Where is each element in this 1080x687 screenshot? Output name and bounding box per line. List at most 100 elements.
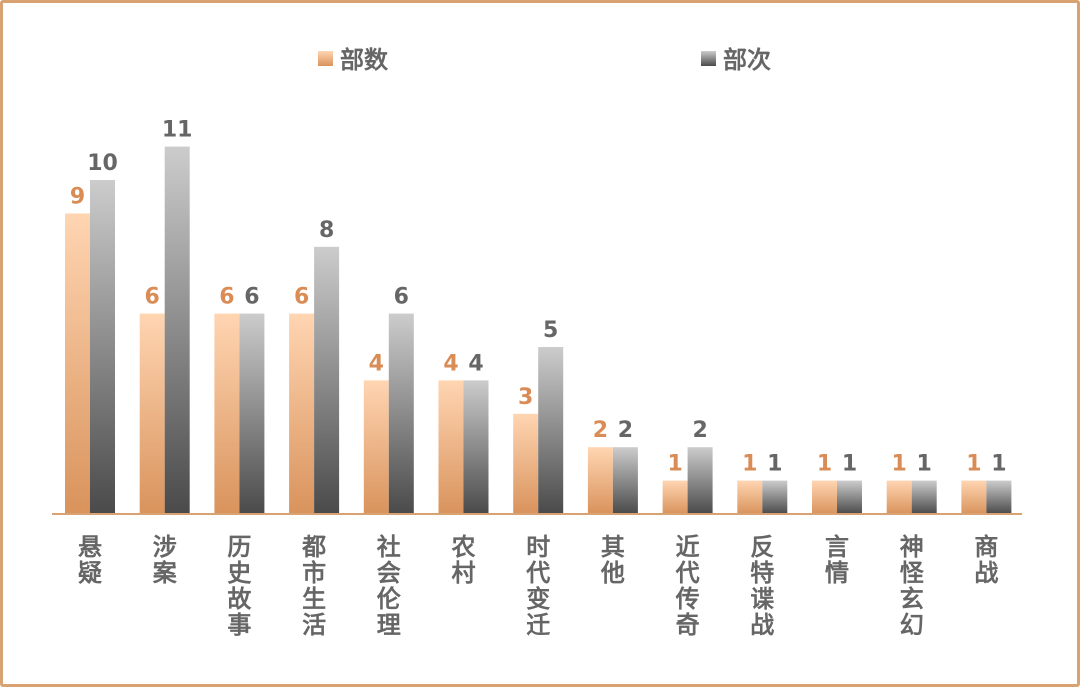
category-label-8: 近代传奇 [675,533,700,639]
category-label-2-char-0: 历 [227,533,251,561]
bar-series-a-1 [139,313,165,514]
category-label-6-char-1: 代 [525,559,550,587]
bar-series-a-5 [438,380,464,514]
category-label-7-char-0: 其 [601,533,625,561]
category-label-4-char-2: 伦 [377,585,402,613]
bar-series-b-11 [911,480,937,514]
data-label-series-b-5: 4 [468,351,483,376]
category-label-9-char-1: 特 [750,559,774,587]
category-label-3-char-0: 都 [301,533,326,561]
data-label-series-b-11: 1 [917,452,932,477]
category-label-6: 时代变迁 [525,533,550,639]
category-label-8-char-2: 传 [675,585,700,613]
category-label-4: 社会伦理 [377,533,402,639]
category-label-6-char-2: 变 [526,585,550,613]
category-label-11-char-0: 神 [900,533,924,561]
category-label-0-char-0: 悬 [78,533,102,561]
bar-series-a-7 [587,447,613,514]
data-label-series-a-7: 2 [593,418,608,443]
data-label-series-a-6: 3 [518,385,533,410]
bar-series-a-11 [886,480,912,514]
bar-series-b-2 [239,313,265,514]
legend-item-series-a: 部数 [318,46,389,74]
category-label-10-char-0: 言 [825,533,849,561]
category-label-3-char-1: 市 [302,559,326,587]
legend-item-series-b: 部次 [701,46,771,74]
bar-series-b-10 [837,480,862,514]
bars-layer [65,146,1012,515]
bar-series-a-0 [65,213,90,514]
category-label-12-char-0: 商 [974,533,998,561]
data-label-series-b-8: 2 [692,418,707,443]
bar-series-b-7 [612,447,638,514]
bar-series-a-8 [662,480,688,514]
category-label-2-char-1: 史 [227,559,252,587]
data-label-series-a-11: 1 [892,452,907,477]
data-label-series-a-3: 6 [294,285,309,310]
data-label-series-a-5: 4 [443,351,458,376]
data-label-series-b-9: 1 [767,452,782,477]
category-label-5: 农村 [451,533,476,587]
data-label-series-a-9: 1 [742,452,757,477]
bar-series-a-10 [812,480,837,514]
data-label-series-b-4: 6 [394,285,409,310]
category-label-5-char-1: 村 [452,559,476,587]
bar-series-b-8 [687,447,713,514]
bar-series-a-3 [289,313,315,514]
bar-series-a-12 [961,480,987,514]
data-label-series-b-12: 1 [991,452,1006,477]
data-label-series-b-1: 11 [162,118,193,143]
data-label-series-b-0: 10 [87,151,118,176]
category-label-4-char-0: 社 [377,533,401,561]
category-label-1-char-1: 案 [152,559,178,587]
category-label-2-char-2: 故 [227,585,252,613]
category-label-3-char-2: 生 [302,585,326,613]
category-label-12-char-1: 战 [974,559,998,587]
bar-series-b-3 [314,246,340,515]
category-label-6-char-3: 迁 [526,611,550,639]
data-label-series-a-1: 6 [145,285,160,310]
category-label-9-char-2: 谍 [750,585,774,613]
bar-series-a-2 [214,313,240,514]
chart-legend: 部数 部次 [318,46,771,74]
bar-series-b-4 [388,313,414,514]
category-label-6-char-0: 时 [526,533,550,561]
category-label-2: 历史故事 [227,533,252,639]
data-label-series-b-6: 5 [543,318,558,343]
data-label-series-a-2: 6 [219,285,234,310]
legend-swatch-series-a [318,51,333,66]
category-label-3-char-3: 活 [302,611,326,639]
bar-series-a-9 [737,480,763,514]
category-label-10: 言情 [825,533,849,587]
category-label-5-char-0: 农 [451,533,476,561]
category-label-11: 神怪玄幻 [900,533,925,639]
category-label-4-char-1: 会 [377,559,401,587]
category-label-9-char-0: 反 [750,533,774,561]
category-label-8-char-1: 代 [675,559,700,587]
bar-series-b-0 [90,180,115,514]
data-label-series-a-0: 9 [70,184,85,209]
category-label-11-char-1: 怪 [900,559,925,587]
category-label-2-char-3: 事 [227,611,251,639]
category-label-1: 涉案 [152,533,178,587]
category-label-0: 悬疑 [78,533,102,587]
bar-series-b-6 [538,347,564,514]
bar-series-b-9 [762,480,788,514]
category-label-12: 商战 [974,533,998,587]
data-label-series-b-2: 6 [244,285,259,310]
data-label-series-b-7: 2 [618,418,633,443]
category-label-1-char-0: 涉 [153,533,177,561]
category-label-9: 反特谍战 [750,533,774,639]
legend-label-series-a: 部数 [340,46,389,74]
data-label-series-b-10: 1 [842,452,857,477]
category-label-7: 其他 [600,533,625,587]
category-label-4-char-3: 理 [377,611,401,639]
data-label-series-a-10: 1 [817,452,832,477]
category-label-3: 都市生活 [301,533,326,639]
legend-label-series-b: 部次 [723,46,771,74]
bar-series-a-6 [513,413,539,514]
category-label-0-char-1: 疑 [78,559,102,587]
category-label-9-char-3: 战 [750,611,774,639]
